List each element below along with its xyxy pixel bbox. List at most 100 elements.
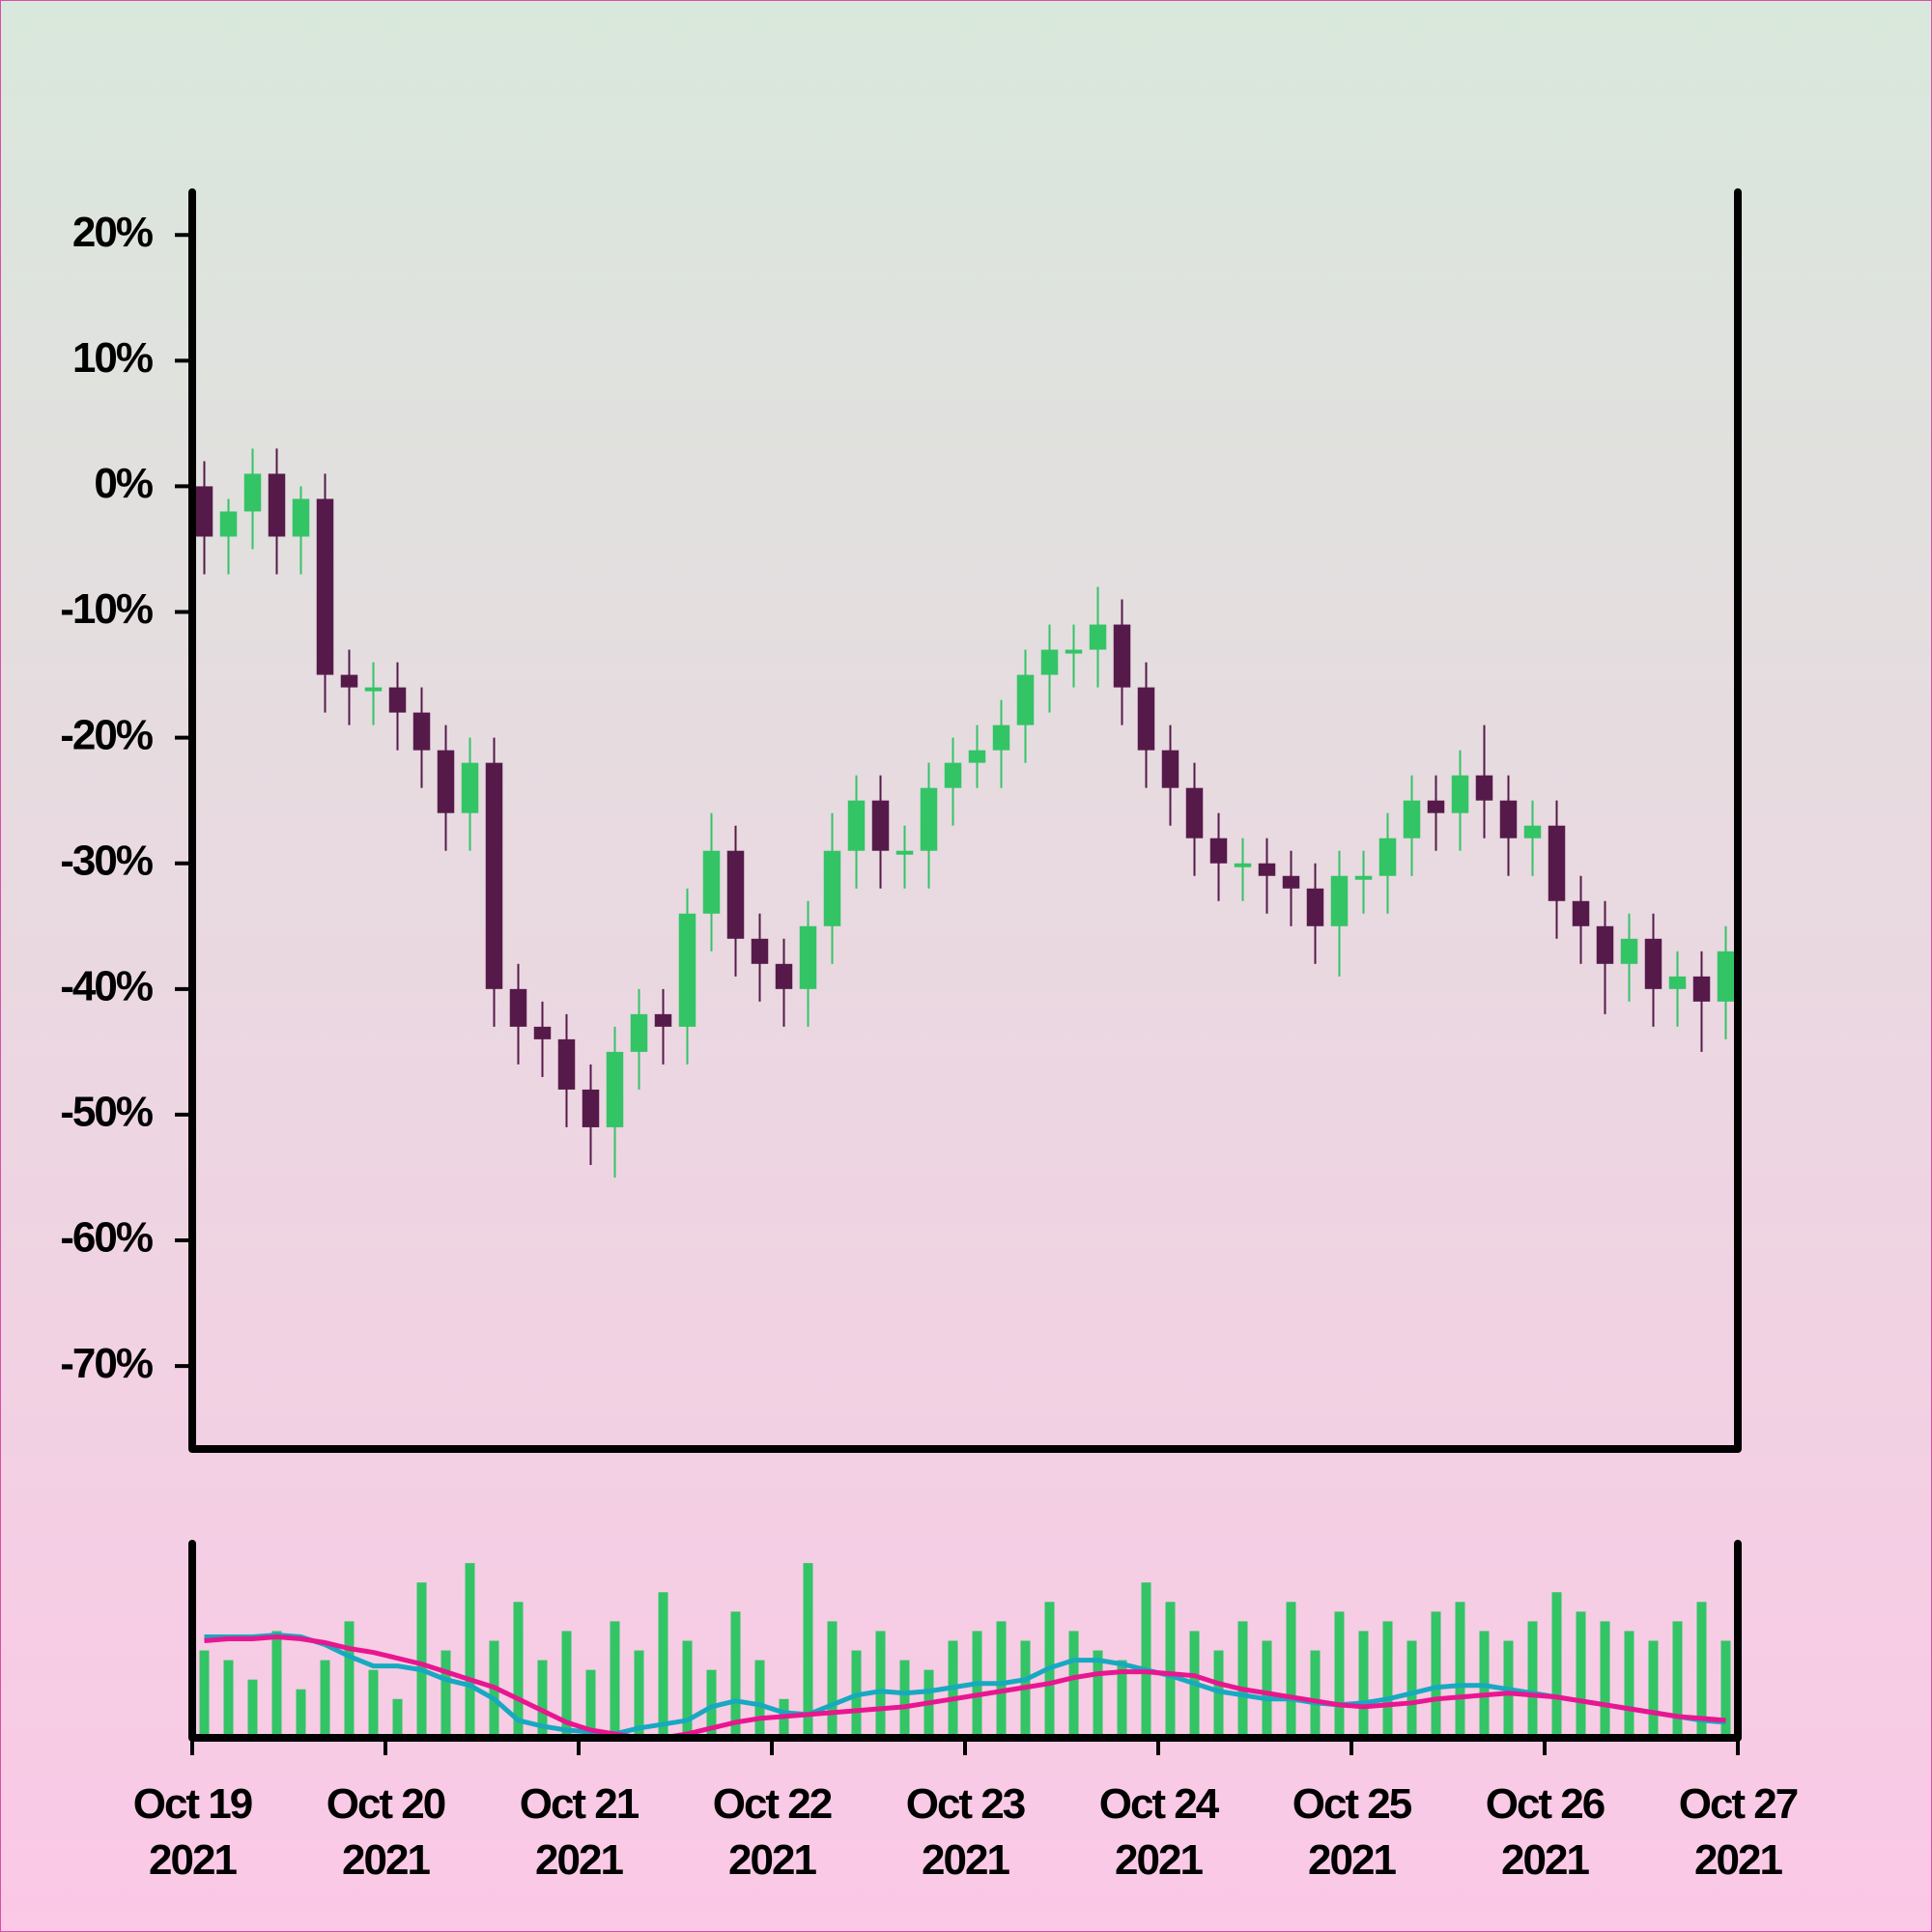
volume-bar <box>513 1602 524 1738</box>
x-tick-label: Oct 22 2021 <box>712 1780 834 1884</box>
y-tick-label: -30% <box>60 837 153 884</box>
candle-body <box>1113 624 1131 688</box>
candle-body <box>1548 825 1566 901</box>
volume-bar <box>730 1611 741 1738</box>
candle-body <box>533 1026 552 1039</box>
volume-bar <box>1431 1611 1441 1738</box>
volume-bar <box>1551 1592 1562 1738</box>
moving-average-line <box>204 1632 1726 1737</box>
candle-body <box>1717 951 1735 1002</box>
volume-bar <box>899 1660 910 1738</box>
volume-bar <box>1237 1621 1248 1738</box>
volume-bar <box>754 1660 765 1738</box>
candle-body <box>726 850 745 939</box>
volume-bar <box>1576 1611 1586 1738</box>
volume-bar <box>1117 1660 1127 1738</box>
candle-body <box>1016 674 1035 725</box>
axis-spine <box>188 188 1742 1453</box>
candle-body <box>219 511 238 537</box>
x-tick-label: Oct 21 2021 <box>519 1780 640 1884</box>
volume-bar <box>996 1621 1007 1738</box>
candle-body <box>1499 800 1518 838</box>
volume-bar <box>875 1631 886 1738</box>
x-tick-label: Oct 26 2021 <box>1485 1780 1606 1884</box>
candle-body <box>340 674 358 688</box>
volume-bar <box>1648 1640 1659 1738</box>
candle-body <box>412 712 431 751</box>
volume-bar <box>803 1563 813 1738</box>
volume-bar <box>1286 1602 1296 1738</box>
candle-body <box>1161 750 1179 788</box>
x-tick-label: Oct 19 2021 <box>132 1780 254 1884</box>
candle-body <box>1644 938 1662 989</box>
candle-body <box>1089 624 1107 650</box>
volume-bar <box>1141 1582 1151 1738</box>
volume-bar <box>1406 1640 1417 1738</box>
candle-body <box>944 762 962 788</box>
candle-body <box>1330 875 1349 926</box>
x-tick-label: Oct 27 2021 <box>1678 1780 1800 1884</box>
candle-body <box>1692 976 1711 1002</box>
candle-body <box>1137 687 1155 751</box>
y-tick-label: 10% <box>72 334 153 382</box>
volume-bar <box>585 1669 596 1738</box>
candle-body <box>895 850 914 855</box>
volume-bar <box>706 1669 717 1738</box>
y-tick-label: -60% <box>60 1214 153 1262</box>
volume-bar <box>296 1689 306 1738</box>
y-tick-label: -20% <box>60 711 153 758</box>
y-tick-label: -10% <box>60 585 153 633</box>
candle-body <box>702 850 721 914</box>
volume-bar <box>271 1631 282 1738</box>
candle-body <box>1040 649 1059 675</box>
candle-body <box>1596 925 1614 964</box>
candle-body <box>871 800 890 851</box>
candle-body <box>509 988 527 1027</box>
x-tick-label: Oct 20 2021 <box>326 1780 447 1884</box>
volume-bar <box>682 1640 693 1738</box>
volume-bar <box>1213 1650 1224 1738</box>
candle-body <box>920 787 938 851</box>
volume-bar <box>658 1592 668 1738</box>
volume-bar <box>344 1621 355 1738</box>
y-tick-label: -40% <box>60 962 153 1009</box>
candle-body <box>630 1013 648 1052</box>
candle-body <box>1403 800 1421 838</box>
volume-bar <box>392 1698 403 1738</box>
candle-body <box>388 687 407 713</box>
candle-body <box>1523 825 1542 838</box>
candle-body <box>751 938 769 964</box>
volume-bar <box>1165 1602 1176 1738</box>
candle-body <box>1306 888 1324 926</box>
candle-body <box>195 486 213 537</box>
candle-body <box>775 963 793 989</box>
candle-body <box>1258 863 1276 876</box>
volume-bar <box>1093 1650 1103 1738</box>
candle-body <box>678 913 696 1027</box>
volume-bar <box>368 1669 379 1738</box>
volume-bar <box>1455 1602 1465 1738</box>
volume-bar <box>320 1660 330 1738</box>
volume-bar <box>223 1660 234 1738</box>
moving-average-line <box>204 1634 1726 1741</box>
candle-body <box>1668 976 1687 989</box>
volume-bar <box>1600 1621 1610 1738</box>
candle-body <box>1354 875 1373 880</box>
volume-bar <box>1334 1611 1345 1738</box>
candle-body <box>1427 800 1445 813</box>
volume-bar <box>416 1582 427 1738</box>
volume-bar <box>440 1650 451 1738</box>
volume-bar <box>1624 1631 1634 1738</box>
candle-body <box>1282 875 1300 889</box>
candle-body <box>823 850 841 926</box>
candle-body <box>557 1038 576 1090</box>
volume-bar <box>537 1660 548 1738</box>
volume-bar <box>1720 1640 1731 1738</box>
volume-bar <box>1310 1650 1321 1738</box>
candle-body <box>799 925 817 989</box>
candle-body <box>582 1089 600 1127</box>
y-tick-label: 20% <box>72 209 153 256</box>
candle-body <box>1378 838 1397 876</box>
candle-body <box>1451 775 1469 813</box>
